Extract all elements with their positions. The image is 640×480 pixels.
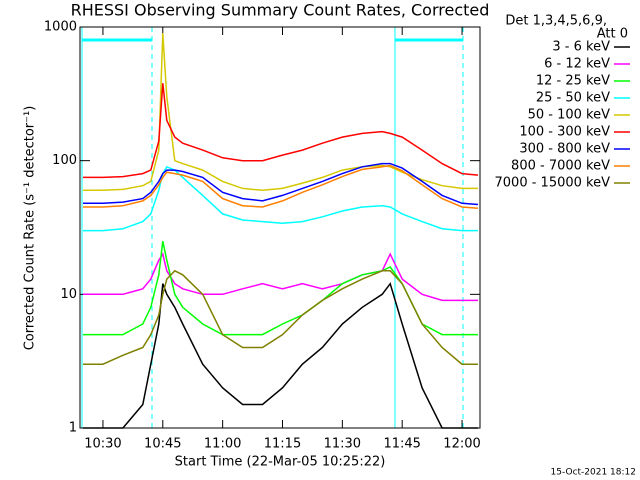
series-line — [83, 165, 478, 232]
series-line — [83, 162, 479, 206]
series-line — [83, 252, 478, 302]
x-tick-label: 11:30 — [324, 437, 361, 452]
x-tick-label: 10:45 — [144, 437, 181, 452]
x-tick-label: 11:00 — [204, 437, 241, 452]
legend-label: 25 - 50 keV — [536, 91, 610, 106]
legend-header: Att 0 — [597, 27, 628, 42]
series-line — [83, 164, 479, 210]
legend-label: 3 - 6 keV — [552, 40, 610, 55]
x-axis-label: Start Time (22-Mar-05 10:25:22) — [175, 455, 386, 470]
attenuator-markers — [81, 27, 464, 428]
legend-label: 6 - 12 keV — [544, 57, 610, 72]
legend-label: 800 - 7000 keV — [511, 159, 610, 174]
y-tick-label: 1 — [69, 421, 77, 436]
legend-label: 100 - 300 keV — [519, 125, 610, 140]
y-axis-label: Corrected Count Rate (s⁻¹ detector⁻¹) — [23, 106, 38, 351]
footer: 15-Oct-2021 18:12 — [551, 468, 636, 478]
series-line — [83, 282, 478, 429]
chart-title: RHESSI Observing Summary Count Rates, Co… — [71, 1, 490, 20]
x-tick-label: 12:00 — [443, 437, 480, 452]
series-line — [83, 33, 478, 192]
plot-frame — [79, 26, 481, 429]
series-line — [83, 83, 479, 179]
legend-header: Det 1,3,4,5,6,9, — [505, 14, 607, 29]
x-tick-label: 11:45 — [383, 437, 420, 452]
y-tick-label: 100 — [52, 153, 77, 168]
legend-label: 7000 - 15000 keV — [495, 176, 611, 191]
y-tick-label: 10 — [60, 287, 77, 302]
legend-label: 12 - 25 keV — [536, 74, 610, 89]
legend-label: 300 - 800 keV — [519, 142, 610, 157]
x-tick-label: 11:15 — [264, 437, 301, 452]
legend-label: 50 - 100 keV — [528, 108, 611, 123]
x-tick-label: 10:30 — [84, 437, 121, 452]
y-tick-label: 1000 — [44, 20, 77, 35]
series-line — [83, 269, 478, 365]
